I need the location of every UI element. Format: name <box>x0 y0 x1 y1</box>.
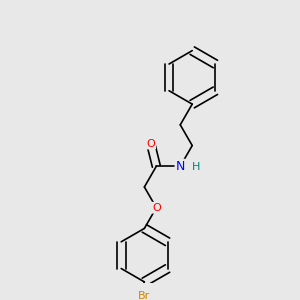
Text: O: O <box>152 203 161 213</box>
Text: Br: Br <box>138 291 151 300</box>
Text: N: N <box>176 160 185 173</box>
Text: O: O <box>146 139 155 148</box>
Text: H: H <box>191 162 200 172</box>
